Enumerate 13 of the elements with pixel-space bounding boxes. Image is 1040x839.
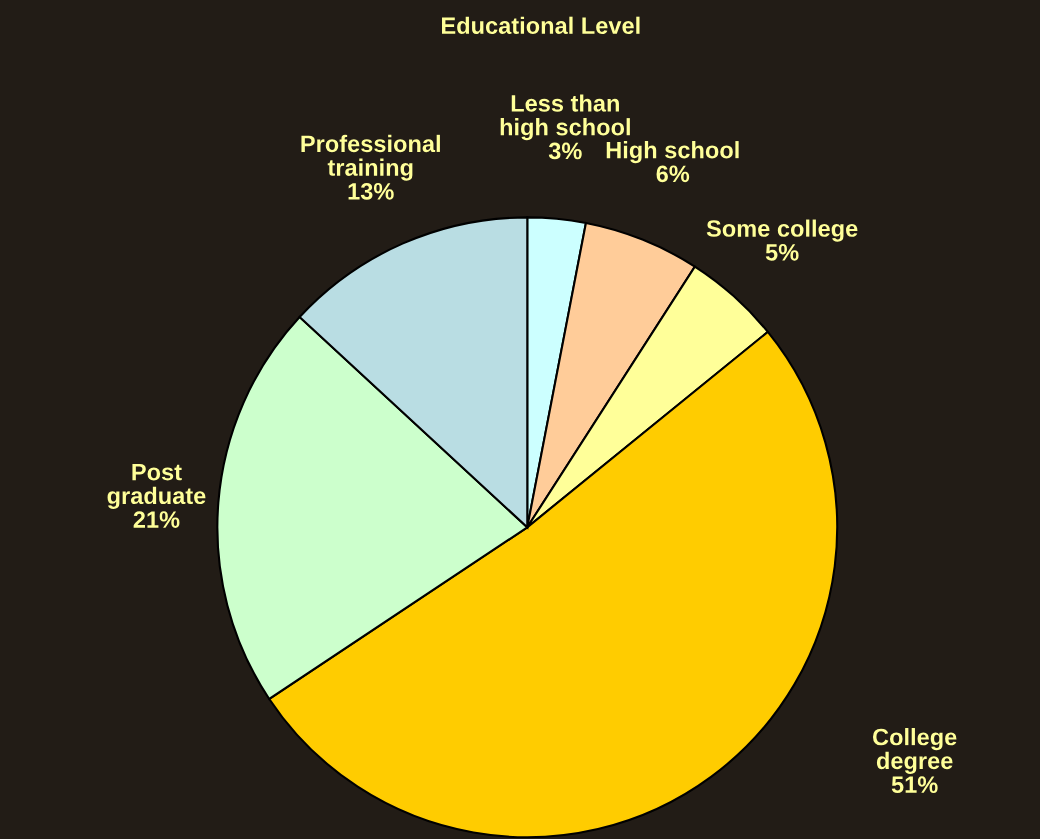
- slice-label: Some college: [706, 219, 858, 242]
- slice-label: College degree: [872, 728, 957, 774]
- chart-title: Educational Level: [442, 16, 640, 35]
- slice-label: Less than high school: [500, 94, 630, 141]
- data-label: 51%: [891, 776, 938, 794]
- data-label: 13%: [348, 182, 394, 200]
- slice-label: Post graduate: [107, 463, 206, 509]
- data-label: 6%: [656, 165, 690, 183]
- data-label: 21%: [133, 511, 180, 528]
- slice-label: High school: [606, 141, 739, 164]
- slice-label: Professional training: [301, 134, 440, 181]
- data-label: 5%: [765, 244, 799, 261]
- data-label: 3%: [548, 142, 582, 160]
